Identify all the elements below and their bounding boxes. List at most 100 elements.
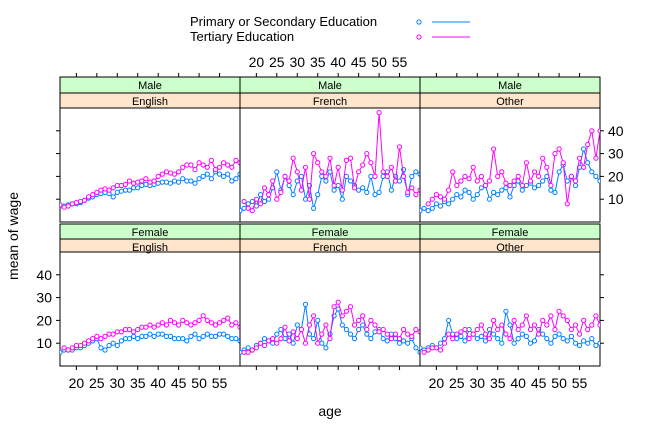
series-point — [331, 187, 337, 193]
series-point — [433, 345, 439, 351]
series-point — [507, 182, 513, 189]
series-point — [454, 182, 460, 189]
series-point — [282, 336, 288, 342]
series-point — [257, 201, 264, 207]
x-tick-label: 45 — [351, 54, 367, 70]
series-point — [343, 308, 349, 314]
series-point — [319, 331, 325, 337]
series-point — [110, 185, 116, 191]
series-point — [425, 347, 431, 353]
series-point — [478, 173, 484, 179]
series-point — [261, 185, 268, 191]
series-point — [388, 336, 394, 342]
series-point — [323, 345, 329, 351]
series-point — [176, 169, 182, 175]
series-point — [478, 185, 484, 191]
series-point — [585, 160, 591, 166]
series-point — [486, 196, 493, 202]
series-point — [155, 322, 161, 328]
series-point — [208, 320, 214, 326]
series-point — [216, 171, 223, 177]
series-point — [568, 173, 575, 179]
x-tick-label: 35 — [310, 54, 326, 70]
series-point — [77, 342, 84, 349]
series-point — [556, 331, 562, 337]
series-point — [216, 164, 223, 170]
series-point — [278, 189, 284, 195]
series-point — [327, 336, 333, 342]
series-point — [315, 192, 321, 198]
series-point — [290, 340, 296, 346]
series-point — [564, 317, 570, 323]
x-tick-label: 35 — [490, 375, 506, 391]
series-point — [556, 146, 562, 152]
series-point — [503, 331, 509, 337]
series-point — [286, 182, 292, 189]
series-point — [589, 169, 595, 175]
series-point — [290, 329, 296, 335]
series-point — [253, 345, 259, 351]
series-point — [302, 164, 309, 170]
y-axis-label: mean of wage — [5, 192, 21, 280]
series-point — [233, 157, 239, 163]
series-point — [184, 320, 190, 326]
series-point — [425, 201, 431, 207]
series-point — [544, 336, 550, 342]
series-point — [420, 208, 423, 214]
series-point — [225, 171, 231, 177]
series-point — [446, 317, 452, 323]
series-point — [122, 181, 129, 187]
series-point — [229, 178, 235, 184]
series-point — [491, 331, 497, 337]
series-point — [441, 340, 448, 346]
series-point — [437, 194, 444, 200]
series-point — [298, 187, 304, 193]
series-point — [208, 333, 214, 339]
series-point — [511, 340, 517, 346]
series-point — [593, 155, 599, 161]
series-point — [286, 338, 292, 344]
series-point — [212, 333, 219, 339]
series-point — [159, 331, 165, 337]
series-point — [73, 200, 80, 206]
series-point — [294, 322, 300, 328]
series-point — [519, 182, 525, 189]
series-point — [470, 331, 476, 337]
series-point — [343, 326, 349, 333]
series-point — [356, 169, 362, 175]
series-point — [241, 349, 247, 355]
series-point — [527, 326, 534, 333]
series-point — [392, 178, 399, 184]
series-point — [437, 203, 444, 209]
series-point — [106, 187, 112, 193]
x-tick-label: 25 — [89, 375, 105, 391]
series-point — [241, 198, 247, 205]
series-point — [200, 313, 206, 319]
x-tick-label: 25 — [269, 54, 285, 70]
x-tick-label: 50 — [371, 54, 387, 70]
series-point — [135, 179, 141, 185]
series-point — [126, 326, 133, 333]
series-point — [462, 326, 468, 333]
series-point — [401, 173, 407, 179]
series-point — [593, 173, 599, 179]
series-point — [86, 194, 92, 200]
series-point — [151, 178, 157, 184]
series-point — [462, 187, 468, 193]
series-point — [176, 322, 182, 328]
series-point — [364, 331, 370, 337]
x-axis-label: age — [318, 403, 342, 419]
series-point — [372, 173, 378, 179]
series-point — [110, 340, 116, 346]
x-tick-label: 20 — [429, 375, 445, 391]
series-point — [454, 192, 460, 198]
series-point — [102, 333, 108, 339]
series-point — [482, 338, 489, 344]
series-point — [331, 304, 337, 310]
series-point — [511, 317, 517, 323]
y-tick-label: 10 — [36, 335, 52, 351]
series-point — [540, 155, 546, 161]
series-point — [544, 322, 550, 328]
series-point — [491, 189, 497, 195]
series-point — [200, 162, 206, 168]
